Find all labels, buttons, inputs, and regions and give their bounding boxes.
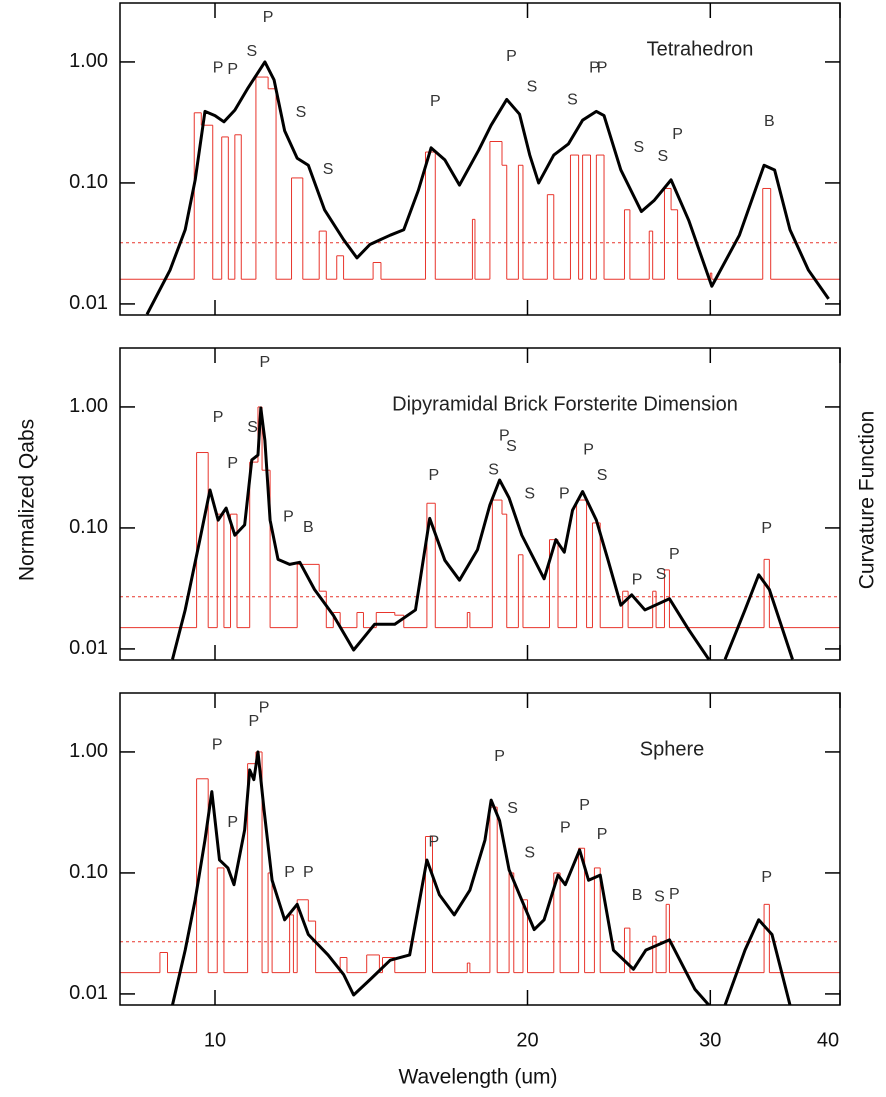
y-tick-label: 0.10	[69, 171, 108, 193]
y-tick-label: 0.10	[69, 861, 108, 883]
peak-label: P	[597, 59, 608, 76]
peak-label: B	[764, 113, 775, 130]
x-tick-label: 20	[516, 1029, 538, 1051]
peak-label: P	[429, 467, 440, 484]
peak-label: S	[657, 148, 668, 165]
y-tick-label: 0.01	[69, 292, 108, 314]
peak-label: S	[247, 419, 258, 436]
panel-title: Tetrahedron	[647, 38, 754, 60]
peak-label: S	[488, 461, 499, 478]
plot-frame	[119, 2, 841, 316]
peak-label: S	[597, 467, 608, 484]
peak-label: P	[589, 59, 600, 76]
peak-label: S	[246, 43, 257, 60]
peak-label: P	[263, 9, 274, 26]
peak-label: P	[579, 797, 590, 814]
step-riser	[196, 406, 770, 628]
peak-label: P	[761, 520, 772, 537]
x-tick-label: 40	[817, 1029, 839, 1051]
peak-label: S	[567, 92, 578, 109]
plot-area	[120, 406, 840, 660]
panel: 0.01 0.10 1.00 Dipyramidal Brick Forsterite…	[69, 347, 841, 661]
peak-label: P	[249, 713, 260, 730]
peak-label: P	[672, 126, 683, 143]
peak-label: P	[260, 354, 271, 371]
peak-label: P	[213, 409, 224, 426]
peak-label: S	[296, 104, 307, 121]
peak-label: B	[303, 519, 314, 536]
peak-label: P	[303, 864, 314, 881]
y-tick-label: 1.00	[69, 50, 108, 72]
peak-label: S	[633, 139, 644, 156]
peak-label: P	[583, 441, 594, 458]
peak-label: S	[524, 485, 535, 502]
peak-label: S	[507, 800, 518, 817]
peak-label: P	[259, 699, 270, 716]
plot-frame	[119, 347, 841, 661]
peak-label: S	[527, 78, 538, 95]
x-tick-label: 30	[699, 1029, 721, 1051]
peak-label: S	[506, 438, 517, 455]
peak-label: P	[669, 546, 680, 563]
step-riser	[159, 751, 770, 973]
peak-label: P	[560, 819, 571, 836]
peak-label: P	[227, 61, 238, 78]
peak-label: P	[506, 48, 517, 65]
peak-label: P	[283, 508, 294, 525]
y-tick-label: 0.01	[69, 637, 108, 659]
y-tick-label: 0.01	[69, 982, 108, 1004]
panel-title: Dipyramidal Brick Forsterite Dimension	[392, 393, 738, 415]
peak-label: P	[499, 428, 510, 445]
peak-label: B	[632, 887, 643, 904]
peak-label: P	[597, 826, 608, 843]
peak-label: P	[213, 59, 224, 76]
peak-label: S	[654, 888, 665, 905]
peak-label: P	[430, 93, 441, 110]
plot-area	[120, 750, 840, 1005]
y-tick-label: 0.10	[69, 516, 108, 538]
y-tick-label: 1.00	[69, 740, 108, 762]
y2-axis-label: Curvature Function	[856, 411, 879, 590]
peak-label: P	[761, 869, 772, 886]
peak-label: P	[227, 455, 238, 472]
peak-label: P	[429, 833, 440, 850]
peak-label: S	[524, 844, 535, 861]
peak-label: S	[656, 566, 667, 583]
x-tick-label: 10	[204, 1029, 226, 1051]
peak-label: P	[494, 748, 505, 765]
qabs-curve	[171, 406, 794, 660]
peak-label: S	[323, 161, 334, 178]
plot-frame	[119, 692, 841, 1006]
panel-title: Sphere	[640, 738, 705, 760]
y-tick-label: 1.00	[69, 395, 108, 417]
qabs-curve	[171, 750, 792, 1005]
qabs-curve	[145, 60, 830, 315]
peak-label: P	[284, 864, 295, 881]
plot-area	[120, 60, 840, 315]
peak-label: P	[632, 571, 643, 588]
peak-label: P	[227, 814, 238, 831]
peak-label: P	[559, 485, 570, 502]
step-riser	[193, 77, 772, 280]
x-axis-label: Wavelength (um)	[398, 1066, 557, 1089]
peak-label: P	[212, 736, 223, 753]
y-axis-label: Normalized Qabs	[16, 419, 39, 581]
peak-label: P	[669, 886, 680, 903]
